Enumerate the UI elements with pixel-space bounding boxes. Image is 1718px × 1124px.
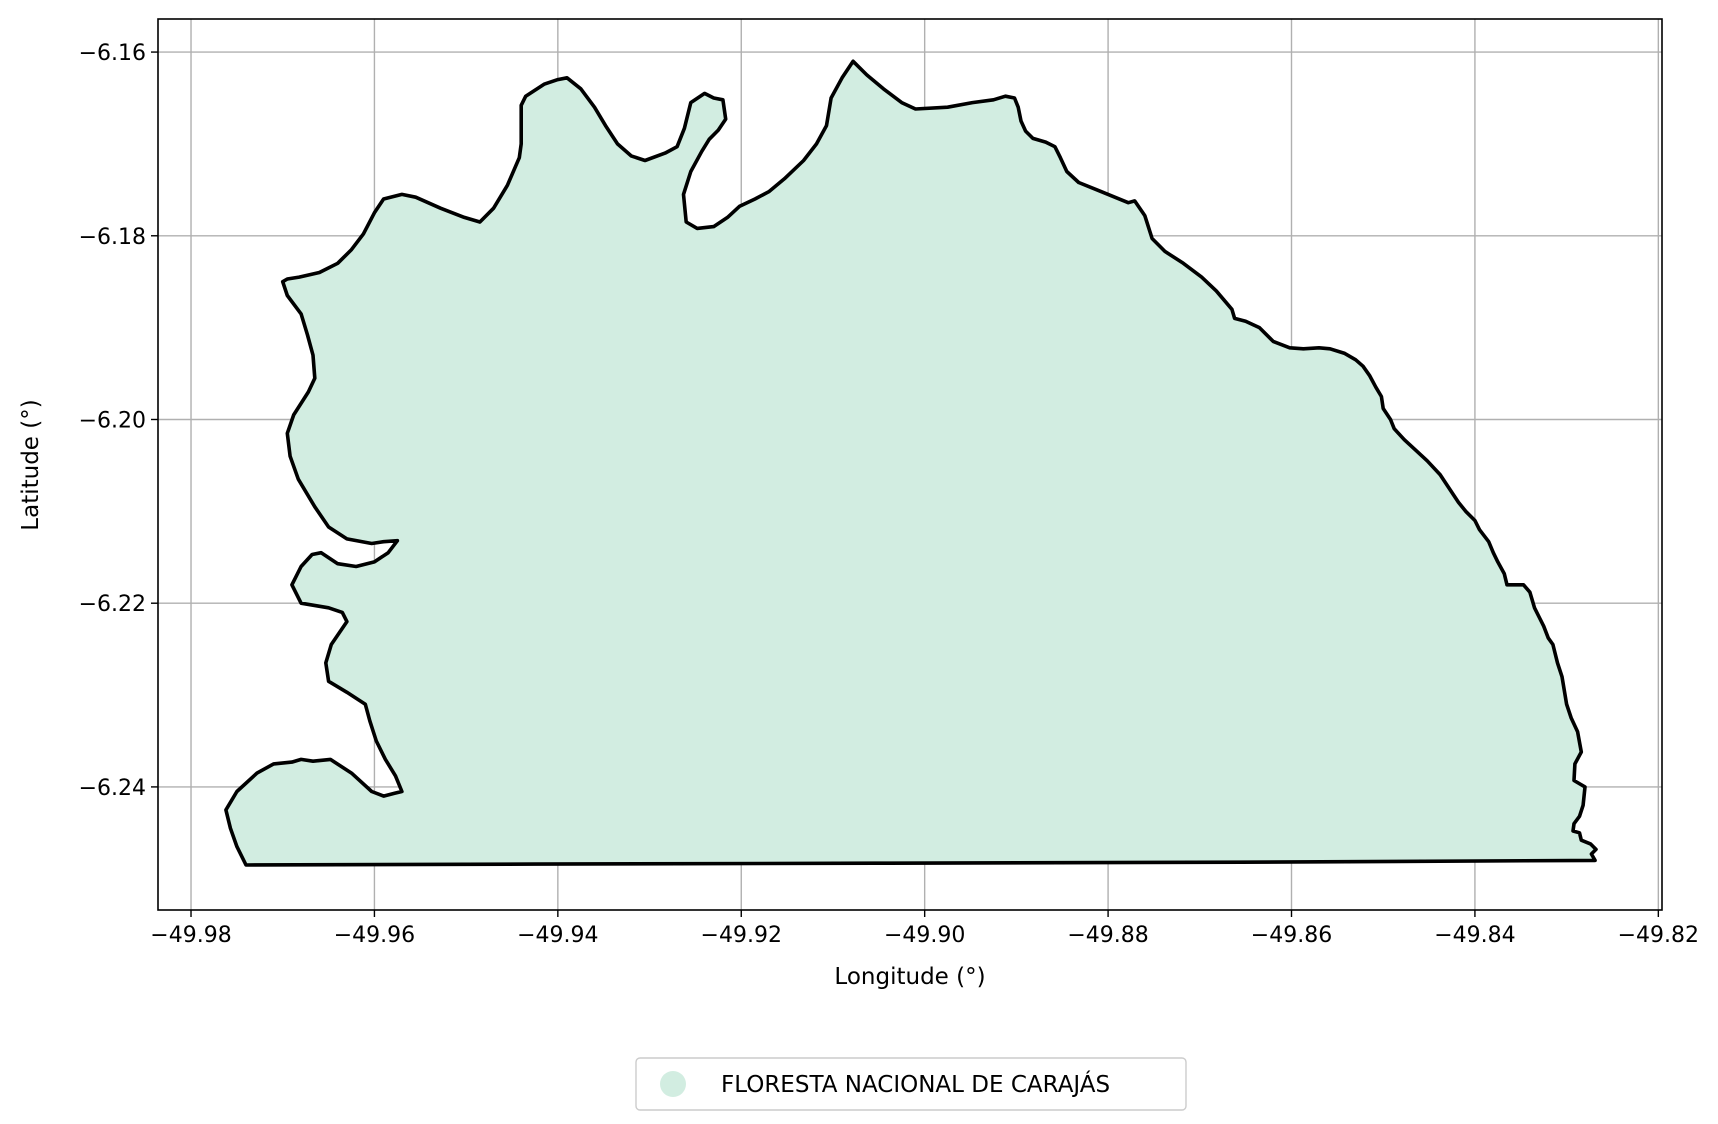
x-tick-label: −49.86 — [1251, 923, 1332, 948]
y-tick-label: −6.20 — [79, 408, 146, 433]
x-tick-label: −49.90 — [884, 923, 965, 948]
x-tick-label: −49.98 — [150, 923, 231, 948]
x-tick-label: −49.94 — [517, 923, 598, 948]
legend: FLORESTA NACIONAL DE CARAJÁS — [635, 1057, 1187, 1111]
x-tick-label: −49.96 — [334, 923, 415, 948]
x-axis-label: Longitude (°) — [834, 964, 985, 990]
x-tick-label: −49.88 — [1067, 923, 1148, 948]
legend-label: FLORESTA NACIONAL DE CARAJÁS — [721, 1070, 1110, 1098]
y-tick-label: −6.24 — [79, 776, 146, 801]
y-tick-label: −6.16 — [79, 41, 146, 66]
legend-swatch — [660, 1071, 686, 1097]
region-boundary — [224, 59, 1598, 867]
x-tick-label: −49.92 — [701, 923, 782, 948]
region-layer — [224, 59, 1598, 867]
legend-frame — [635, 1057, 1187, 1111]
y-tick-label: −6.22 — [79, 592, 146, 617]
y-tick-label: −6.18 — [79, 225, 146, 250]
plot-area: −49.98 −49.96 −49.94 −49.92 −49.90 −49.88 −49.… — [79, 18, 1699, 948]
x-tick-label: −49.82 — [1618, 923, 1699, 948]
plot-frame — [157, 18, 1663, 911]
y-axis-ticks: −6.16 −6.18 −6.20 −6.22 −6.24 — [79, 41, 158, 801]
x-axis-ticks: −49.98 −49.96 −49.94 −49.92 −49.90 −49.88 −49.… — [150, 910, 1699, 948]
x-tick-label: −49.84 — [1434, 923, 1515, 948]
y-axis-label: Latitude (°) — [18, 399, 44, 530]
